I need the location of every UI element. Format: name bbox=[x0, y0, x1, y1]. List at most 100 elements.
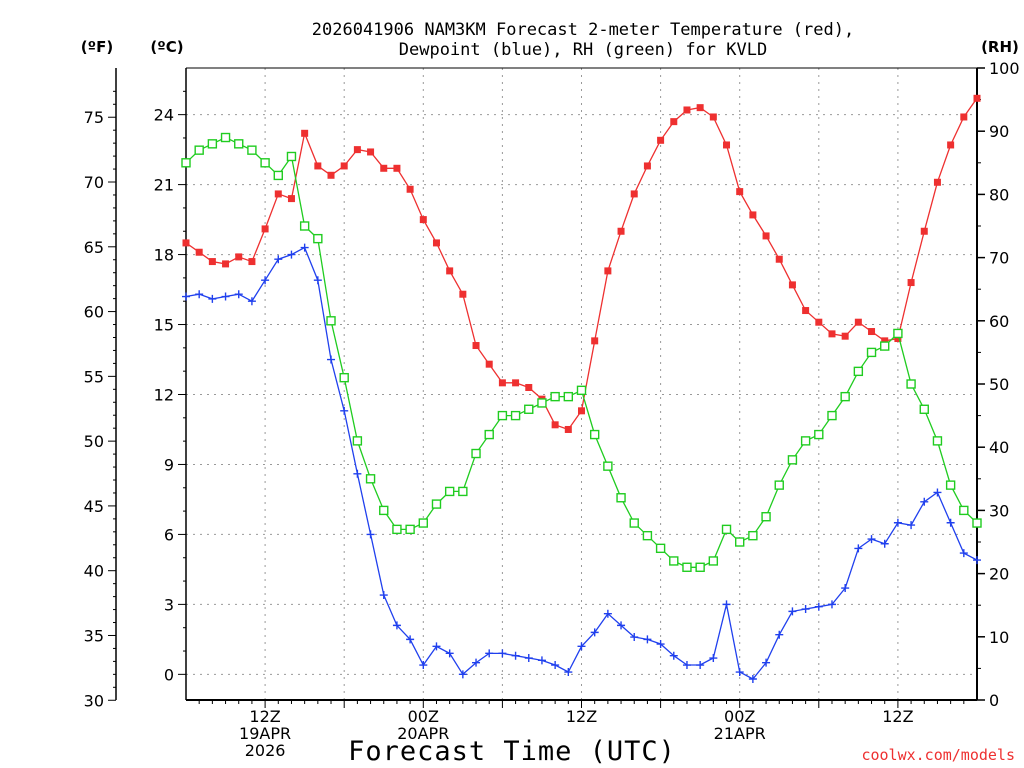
dewpoint-point bbox=[419, 661, 428, 670]
temp-point bbox=[393, 164, 401, 172]
temp-point bbox=[367, 148, 375, 156]
dewpoint-point bbox=[300, 243, 309, 252]
rh-tick-label: 80 bbox=[989, 185, 1009, 204]
rh-point bbox=[880, 341, 890, 351]
rh-point bbox=[405, 524, 415, 535]
data-series bbox=[181, 94, 982, 684]
dewpoint-point bbox=[617, 621, 626, 630]
rh-point bbox=[972, 518, 982, 528]
temp-point bbox=[762, 232, 770, 240]
celsius-tick-label: 24 bbox=[154, 106, 174, 125]
dewpoint-point bbox=[551, 661, 560, 670]
dewpoint-point bbox=[537, 656, 546, 665]
dewpoint-point bbox=[392, 621, 401, 630]
temp-point bbox=[894, 335, 902, 343]
rh-point bbox=[260, 158, 270, 168]
temp-point bbox=[472, 342, 480, 350]
celsius-tick-label: 12 bbox=[154, 385, 174, 404]
rh-point bbox=[682, 562, 692, 572]
dewpoint-point bbox=[907, 521, 916, 530]
temp-point bbox=[261, 225, 269, 233]
rh-point bbox=[695, 562, 705, 572]
rh-point bbox=[286, 151, 297, 162]
temp-point bbox=[248, 258, 256, 266]
dewpoint-point bbox=[221, 292, 230, 301]
temp-point bbox=[564, 425, 572, 433]
rh-point bbox=[576, 385, 587, 396]
temp-point bbox=[749, 211, 757, 219]
dewpoint-point bbox=[603, 609, 612, 618]
rh-point bbox=[893, 328, 903, 339]
gridlines bbox=[186, 68, 977, 700]
rh-point bbox=[932, 436, 943, 446]
rh-point bbox=[313, 233, 323, 244]
temp-point bbox=[881, 337, 889, 345]
fahrenheit-tick-label: 75 bbox=[84, 108, 104, 127]
rh-point bbox=[431, 499, 442, 509]
rh-point bbox=[194, 145, 204, 155]
rh-point bbox=[326, 316, 336, 326]
fahrenheit-tick-label: 50 bbox=[84, 432, 104, 451]
dewpoint-point bbox=[261, 276, 270, 285]
rh-point bbox=[444, 486, 455, 497]
dewpoint-point bbox=[498, 649, 507, 658]
temp-point bbox=[670, 118, 678, 126]
temp-point bbox=[854, 318, 862, 326]
temp-point bbox=[274, 190, 282, 198]
rh-point bbox=[800, 436, 811, 446]
rh-point bbox=[840, 391, 850, 402]
temp-point bbox=[432, 239, 440, 247]
rh-tick-label: 60 bbox=[989, 312, 1009, 331]
dewpoint-point bbox=[827, 600, 836, 609]
rh-point bbox=[866, 347, 877, 358]
rh-point bbox=[827, 410, 837, 421]
rh-point bbox=[906, 379, 916, 389]
dewpoint-point bbox=[814, 602, 823, 611]
temp-point bbox=[591, 337, 599, 345]
fahrenheit-tick-label: 55 bbox=[84, 367, 104, 386]
temp-point bbox=[643, 162, 651, 170]
dewpoint-point bbox=[893, 518, 902, 527]
x-tick-label: 00Z bbox=[408, 707, 439, 726]
temp-point bbox=[736, 188, 744, 196]
chart-title-line1: 2026041906 NAM3KM Forecast 2-meter Tempe… bbox=[312, 20, 854, 40]
dewpoint-point bbox=[577, 642, 586, 651]
dewpoint-point bbox=[208, 294, 217, 303]
chart-title-line2: Dewpoint (blue), RH (green) for KVLD bbox=[399, 40, 767, 60]
dewpoint-point bbox=[327, 355, 336, 364]
dewpoint-point bbox=[735, 668, 744, 677]
rh-point bbox=[299, 221, 310, 231]
rh-tick-label: 50 bbox=[989, 375, 1009, 394]
watermark: coolwx.com/models bbox=[861, 746, 1015, 764]
dewpoint-point bbox=[353, 469, 362, 478]
dewpoint-point bbox=[709, 654, 718, 663]
temp-point bbox=[287, 195, 295, 203]
rh-tick-label: 70 bbox=[989, 249, 1009, 268]
temp-point bbox=[353, 146, 361, 154]
temp-point bbox=[222, 260, 230, 268]
dewpoint-point bbox=[748, 675, 757, 684]
dewpoint-point bbox=[366, 530, 375, 539]
celsius-tick-label: 3 bbox=[164, 595, 174, 614]
dewpoint-point bbox=[564, 668, 573, 677]
fahrenheit-tick-label: 35 bbox=[84, 626, 104, 645]
temp-point bbox=[907, 279, 915, 287]
x-tick-label: 20APR bbox=[397, 724, 449, 743]
dewpoint-point bbox=[234, 290, 243, 299]
dewpoint-point bbox=[682, 661, 691, 670]
dewpoint-point bbox=[247, 297, 256, 306]
dewpoint-point bbox=[287, 250, 296, 259]
rh-point bbox=[510, 410, 521, 421]
temp-point bbox=[485, 360, 493, 368]
temp-point bbox=[340, 162, 348, 170]
temp-point bbox=[208, 258, 216, 266]
rh-point bbox=[497, 410, 508, 421]
unit-rh-label: (RH) bbox=[981, 38, 1019, 56]
rh-point bbox=[352, 436, 363, 446]
dewpoint-point bbox=[656, 640, 665, 649]
rh-tick-label: 20 bbox=[989, 565, 1009, 584]
temp-point bbox=[314, 162, 322, 170]
celsius-tick-label: 9 bbox=[164, 455, 174, 474]
x-axis-title: Forecast Time (UTC) bbox=[348, 736, 676, 767]
dewpoint-point bbox=[485, 649, 494, 658]
